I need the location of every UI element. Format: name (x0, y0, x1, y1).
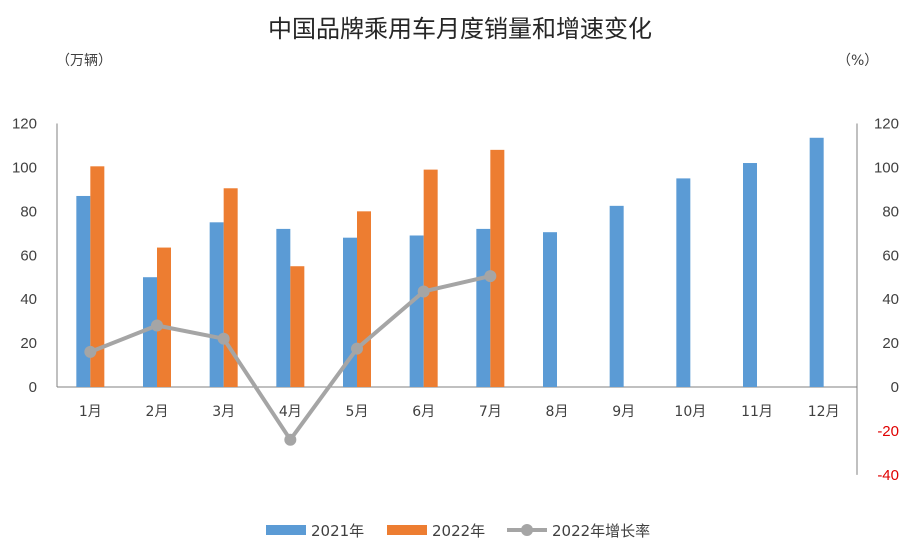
right-tick-label: 40 (882, 291, 899, 308)
right-tick-label: 60 (882, 247, 899, 264)
left-tick-label: 0 (29, 379, 37, 396)
category-label: 5月 (346, 404, 369, 420)
category-label: 10月 (674, 404, 706, 420)
left-tick-label: 100 (12, 159, 37, 176)
growth-point (284, 433, 297, 446)
category-label: 11月 (741, 404, 773, 420)
category-label: 12月 (808, 404, 840, 420)
right-tick-label: 80 (882, 203, 899, 220)
left-tick-label: 20 (20, 335, 37, 352)
legend-swatch-2022 (387, 525, 427, 535)
bar-2021 (476, 228, 491, 387)
bar-2021 (209, 222, 224, 387)
bars (76, 137, 824, 387)
bar-2022 (90, 166, 105, 387)
growth-point (484, 270, 497, 283)
legend-label-2021: 2021年 (311, 522, 364, 540)
legend-label-2022: 2022年 (432, 522, 485, 540)
legend-label-growth: 2022年增长率 (552, 522, 650, 540)
growth-point (217, 332, 230, 345)
bar-2021 (143, 277, 157, 387)
bar-2022 (490, 149, 505, 387)
chart-title: 中国品牌乘用车月度销量和增速变化 (268, 15, 652, 43)
category-label: 3月 (212, 404, 235, 420)
bar-2021 (809, 137, 824, 387)
left-tick-label: 40 (20, 291, 37, 308)
bar-2021 (543, 232, 557, 387)
category-label: 7月 (479, 404, 502, 420)
right-axis-unit: （%） (837, 53, 878, 69)
category-labels: 1月 2月 3月 4月 5月 6月 7月 8月 9月 10月 11月 12月 (79, 404, 840, 420)
bar-2022 (157, 247, 171, 387)
growth-point (351, 342, 363, 355)
legend-marker-growth (521, 524, 533, 536)
growth-point (84, 345, 97, 358)
right-tick-label: 100 (874, 159, 899, 176)
growth-line (84, 270, 497, 446)
bar-2022 (357, 211, 371, 387)
bar-2021 (409, 235, 424, 387)
category-label: 9月 (612, 404, 635, 420)
axes: 0 20 40 60 80 100 120 -40 -20 0 20 40 60 80 100 120 (12, 116, 899, 484)
category-label: 8月 (546, 404, 569, 420)
bar-2021 (76, 195, 91, 387)
left-tick-label: 60 (20, 247, 37, 264)
left-axis-unit: （万辆） (56, 53, 112, 69)
growth-point (151, 319, 163, 332)
left-tick-label: 120 (12, 116, 37, 133)
right-tick-label: 20 (882, 335, 899, 352)
legend-swatch-2021 (266, 525, 306, 535)
category-label: 4月 (279, 404, 302, 420)
category-label: 1月 (79, 404, 102, 420)
right-tick-label: 0 (891, 379, 899, 396)
bar-2021 (676, 178, 691, 387)
bar-2021 (743, 163, 757, 387)
category-label: 6月 (412, 404, 435, 420)
left-tick-label: 80 (20, 203, 37, 220)
right-tick-label: -20 (877, 423, 899, 440)
bar-2022 (423, 169, 438, 387)
category-label: 2月 (146, 404, 169, 420)
growth-point (417, 285, 430, 298)
bar-2022 (290, 266, 305, 387)
bar-2021 (276, 228, 291, 387)
right-tick-label: 120 (874, 116, 899, 133)
bar-2021 (609, 205, 624, 387)
legend: 2021年 2022年 2022年增长率 (266, 522, 650, 540)
right-tick-label: -40 (877, 467, 899, 484)
